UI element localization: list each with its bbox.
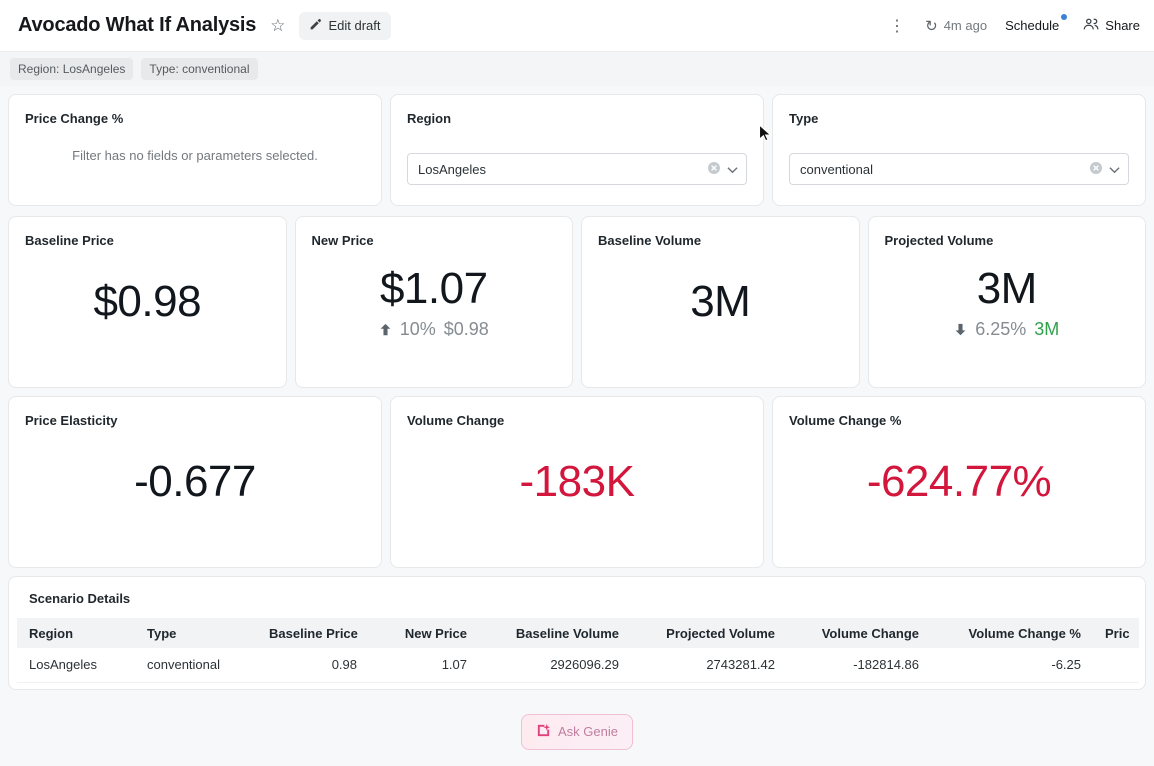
column-header[interactable]: Pric <box>1093 618 1139 648</box>
ask-genie-label: Ask Genie <box>558 724 618 739</box>
column-header[interactable]: Baseline Price <box>257 618 369 648</box>
counter-volume-change-pct: Volume Change % -624.77% <box>772 396 1146 568</box>
last-refreshed-label: 4m ago <box>943 18 988 33</box>
kebab-menu-icon[interactable]: ⋮ <box>889 17 906 35</box>
refresh-button[interactable]: ↻ 4m ago <box>925 17 987 35</box>
counter-subline: 6.25% 3M <box>954 319 1059 340</box>
region-select-value: LosAngeles <box>418 161 486 177</box>
scenario-table: Region Type Baseline Price New Price Bas… <box>17 618 1139 683</box>
scenario-details-card: Scenario Details Region Type Baseline Pr… <box>8 576 1146 690</box>
share-label: Share <box>1105 18 1140 33</box>
counter-title: New Price <box>311 233 374 248</box>
column-header[interactable]: New Price <box>369 618 479 648</box>
counter-delta: 10% <box>399 319 436 339</box>
counter-volume-change: Volume Change -183K <box>390 396 764 568</box>
table-cell: conventional <box>135 648 257 683</box>
counter-value: -624.77% <box>866 457 1052 506</box>
genie-icon <box>536 723 551 741</box>
table-cell <box>1093 648 1139 683</box>
filter-card-price-change: Price Change % Filter has no fields or p… <box>8 94 382 206</box>
filter-card-type: Type conventional <box>772 94 1146 206</box>
column-header[interactable]: Projected Volume <box>631 618 787 648</box>
page-title: Avocado What If Analysis <box>18 14 257 36</box>
refresh-icon: ↻ <box>925 17 938 35</box>
counter-value: -0.677 <box>134 457 256 506</box>
counter-title: Volume Change % <box>789 413 902 428</box>
counter-value: $1.07 <box>379 264 488 313</box>
schedule-button[interactable]: Schedule <box>1005 14 1068 33</box>
clear-filter-icon[interactable] <box>707 161 721 178</box>
counter-value: 3M <box>976 264 1038 313</box>
counter-delta: 6.25% <box>975 319 1027 339</box>
filter-chip-bar: Region: LosAngeles Type: conventional <box>0 52 1154 86</box>
table-cell: -182814.86 <box>787 648 931 683</box>
edit-draft-button[interactable]: Edit draft <box>299 11 391 40</box>
counter-value: -183K <box>519 457 635 506</box>
table-cell: 2926096.29 <box>479 648 631 683</box>
arrow-down-icon <box>954 323 967 336</box>
column-header[interactable]: Baseline Volume <box>479 618 631 648</box>
dashboard-canvas: Price Change % Filter has no fields or p… <box>0 86 1154 758</box>
column-header[interactable]: Volume Change % <box>931 618 1093 648</box>
people-icon <box>1083 17 1099 34</box>
filter-title: Price Change % <box>25 111 124 126</box>
column-header[interactable]: Type <box>135 618 257 648</box>
table-cell: LosAngeles <box>17 648 135 683</box>
filter-title: Type <box>789 111 819 126</box>
counter-baseline-volume: Baseline Volume 3M <box>581 216 860 388</box>
counter-price-elasticity: Price Elasticity -0.677 <box>8 396 382 568</box>
ask-genie-button[interactable]: Ask Genie <box>521 713 633 750</box>
table-header-row: Region Type Baseline Price New Price Bas… <box>17 618 1139 648</box>
filter-card-region: Region LosAngeles <box>390 94 764 206</box>
counter-title: Baseline Volume <box>598 233 702 248</box>
type-select-value: conventional <box>800 161 873 177</box>
table-cell: 1.07 <box>369 648 479 683</box>
table-cell: 2743281.42 <box>631 648 787 683</box>
counter-title: Price Elasticity <box>25 413 118 428</box>
filter-title: Region <box>407 111 452 126</box>
table-cell: 0.98 <box>257 648 369 683</box>
table-title: Scenario Details <box>29 591 131 606</box>
column-header[interactable]: Region <box>17 618 135 648</box>
region-select[interactable]: LosAngeles <box>407 153 747 185</box>
share-button[interactable]: Share <box>1083 17 1140 34</box>
counter-value: 3M <box>690 277 751 326</box>
chevron-down-icon[interactable] <box>1109 162 1120 177</box>
table-cell: -6.25 <box>931 648 1093 683</box>
counter-value: $0.98 <box>93 277 202 326</box>
column-header[interactable]: Volume Change <box>787 618 931 648</box>
table-row[interactable]: LosAngeles conventional 0.98 1.07 292609… <box>17 648 1139 683</box>
counter-subline: 10% $0.98 <box>379 319 489 340</box>
pencil-icon <box>309 18 322 34</box>
counter-title: Volume Change <box>407 413 505 428</box>
favorite-star-icon[interactable]: ☆ <box>270 16 286 35</box>
app-header: Avocado What If Analysis ☆ Edit draft ⋮ … <box>0 0 1154 52</box>
counter-baseline-price: Baseline Price $0.98 <box>8 216 287 388</box>
filter-chip-type[interactable]: Type: conventional <box>141 58 258 80</box>
edit-draft-label: Edit draft <box>328 18 381 33</box>
counter-secondary: 3M <box>1034 319 1060 339</box>
filter-chip-region[interactable]: Region: LosAngeles <box>10 58 134 80</box>
counter-projected-volume: Projected Volume 3M 6.25% 3M <box>867 216 1146 388</box>
clear-filter-icon[interactable] <box>1089 161 1103 178</box>
counter-new-price: New Price $1.07 10% $0.98 <box>294 216 573 388</box>
notification-dot <box>1061 14 1068 20</box>
schedule-label: Schedule <box>1005 18 1060 33</box>
counter-title: Projected Volume <box>884 233 994 248</box>
filter-empty-message: Filter has no fields or parameters selec… <box>72 147 318 163</box>
arrow-up-icon <box>379 323 392 336</box>
counter-title: Baseline Price <box>25 233 114 248</box>
chevron-down-icon[interactable] <box>727 162 738 177</box>
counter-secondary: $0.98 <box>443 319 489 339</box>
type-select[interactable]: conventional <box>789 153 1129 185</box>
